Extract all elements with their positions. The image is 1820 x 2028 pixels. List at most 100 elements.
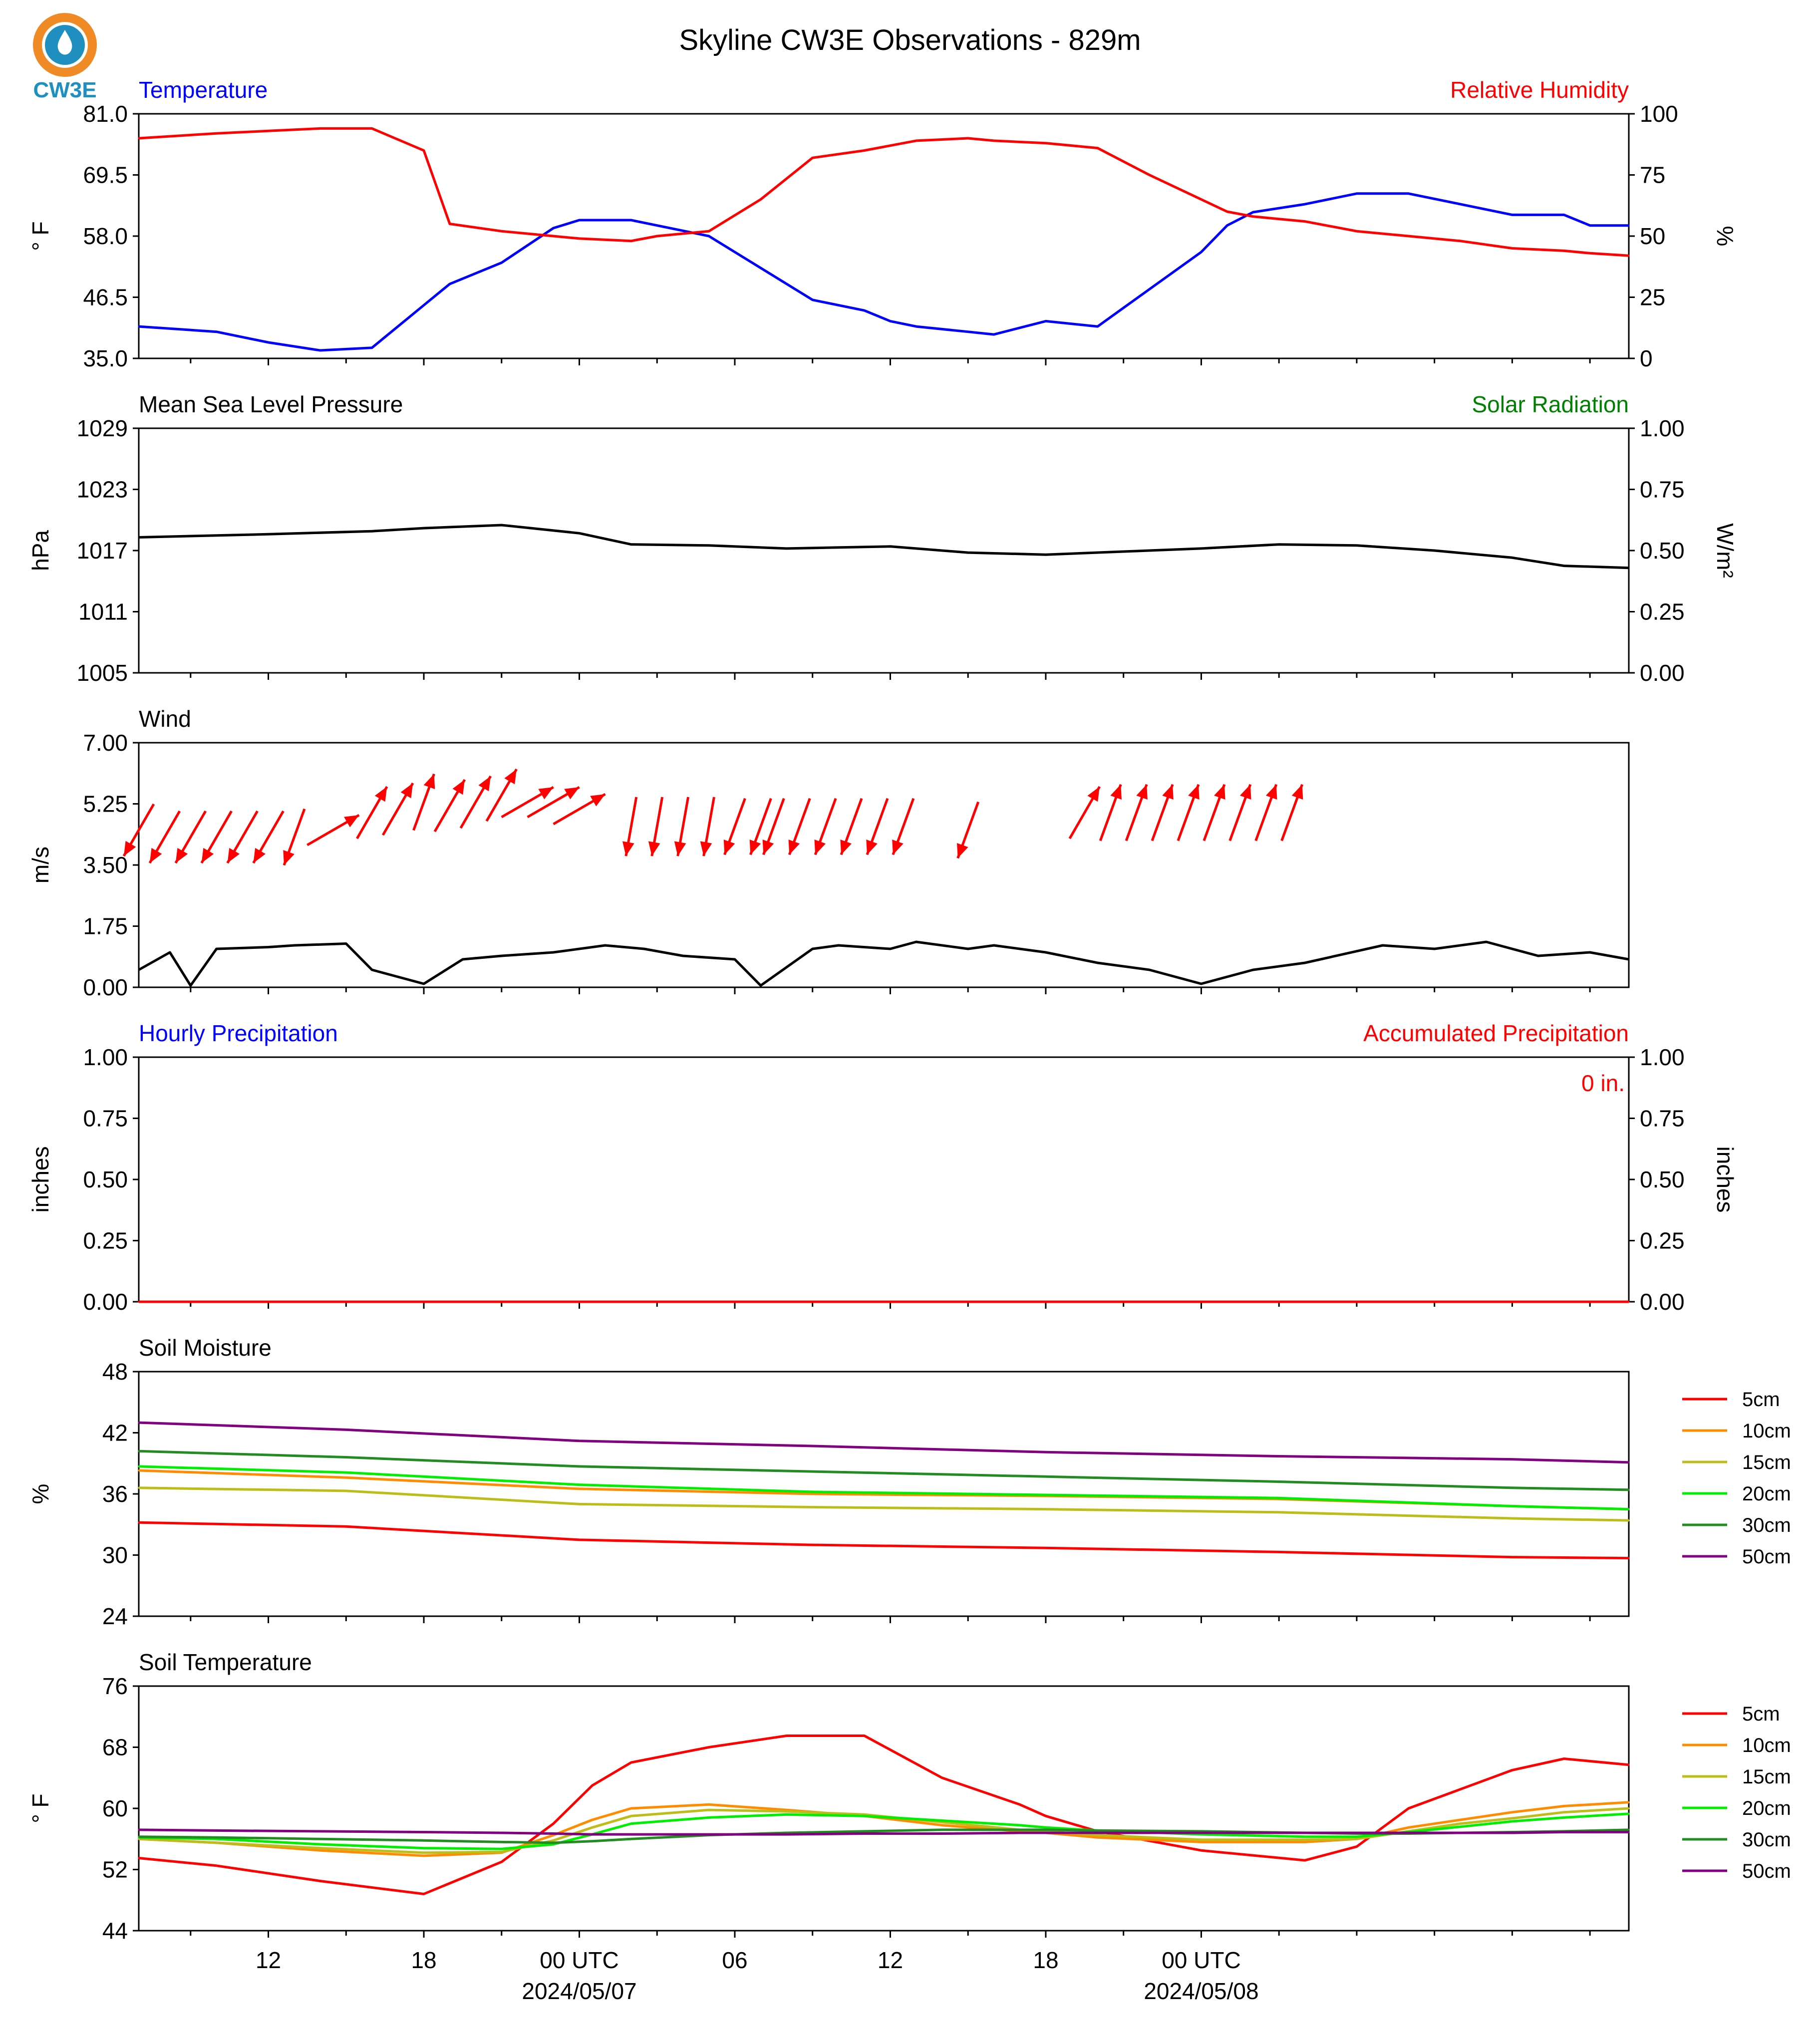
wind-arrow bbox=[622, 797, 638, 857]
data-point bbox=[889, 145, 891, 147]
data-point bbox=[1563, 1805, 1565, 1807]
wind-arrow-head bbox=[1214, 784, 1225, 800]
wind-arrow bbox=[866, 798, 889, 856]
data-point bbox=[682, 955, 684, 957]
wind-arrow-head bbox=[1265, 784, 1277, 800]
wind-arrow-head bbox=[1239, 784, 1251, 800]
legend-label: 50cm bbox=[1742, 1860, 1791, 1882]
y-axis-label: ° F bbox=[27, 221, 53, 251]
data-point bbox=[1045, 1494, 1047, 1496]
y-tick-label: 0.25 bbox=[83, 1228, 128, 1254]
data-point bbox=[371, 530, 373, 532]
data-point bbox=[1356, 230, 1358, 232]
data-point bbox=[967, 331, 969, 333]
data-point bbox=[967, 948, 969, 950]
data-point bbox=[812, 157, 814, 159]
wind-arrow-head bbox=[400, 783, 413, 799]
wind-arrow-head bbox=[590, 794, 606, 807]
data-point bbox=[268, 533, 270, 535]
data-point bbox=[423, 1855, 425, 1857]
data-point bbox=[169, 951, 171, 953]
data-point bbox=[1563, 1811, 1565, 1813]
wind-arrow-head bbox=[762, 839, 774, 855]
data-point bbox=[1460, 203, 1462, 205]
y-tick-label: 52 bbox=[102, 1857, 128, 1883]
data-point bbox=[553, 1842, 555, 1844]
data-point bbox=[604, 944, 606, 946]
data-point bbox=[1226, 225, 1228, 227]
wind-arrow bbox=[283, 808, 306, 866]
legend-label: 50cm bbox=[1742, 1546, 1791, 1568]
data-point bbox=[1628, 1508, 1630, 1510]
data-point bbox=[786, 1813, 788, 1815]
legend-label: 10cm bbox=[1742, 1735, 1791, 1756]
data-point bbox=[1149, 969, 1151, 971]
data-point bbox=[760, 267, 762, 269]
wind-arrow bbox=[1151, 784, 1174, 842]
wind-arrow bbox=[723, 798, 746, 856]
data-point bbox=[462, 958, 464, 960]
data-point bbox=[812, 1491, 814, 1493]
data-point bbox=[656, 235, 658, 237]
data-point bbox=[591, 1840, 593, 1842]
logo-ring bbox=[33, 13, 97, 77]
data-point bbox=[501, 1861, 503, 1863]
data-point bbox=[319, 1830, 321, 1832]
data-point bbox=[1511, 1458, 1513, 1460]
wind-arrow-head bbox=[374, 787, 387, 802]
data-point bbox=[1278, 1511, 1280, 1513]
data-point bbox=[268, 946, 270, 948]
data-point bbox=[138, 1469, 140, 1471]
data-point bbox=[1304, 962, 1306, 964]
data-point bbox=[630, 1761, 632, 1763]
wind-arrow-head bbox=[538, 787, 554, 800]
data-point bbox=[708, 1746, 710, 1748]
data-point bbox=[1589, 225, 1591, 227]
data-point bbox=[216, 948, 218, 950]
data-point bbox=[915, 325, 917, 327]
data-point bbox=[1019, 1832, 1021, 1834]
y-tick-label: 0.75 bbox=[83, 1106, 128, 1132]
chart-panel-3: 0.00 0.25 0.50 0.75 1.00 0.00 0.25 0.50 0.75 1.00… bbox=[27, 1020, 1738, 1315]
data-point bbox=[941, 1824, 943, 1826]
wind-arrow bbox=[433, 779, 466, 833]
y-axis-label: % bbox=[27, 1484, 53, 1504]
panel-title-right: Relative Humidity bbox=[1450, 77, 1629, 103]
wind-arrow-head bbox=[1188, 784, 1200, 800]
wind-arrow-head bbox=[749, 839, 761, 855]
data-point bbox=[889, 546, 891, 548]
data-point bbox=[1511, 557, 1513, 559]
data-point bbox=[553, 1839, 555, 1841]
data-point bbox=[449, 283, 451, 285]
wind-arrow-head bbox=[674, 841, 686, 857]
data-point bbox=[864, 1815, 866, 1817]
data-point bbox=[138, 325, 140, 327]
data-point bbox=[579, 1503, 581, 1505]
wind-arrow-head bbox=[648, 841, 660, 857]
wind-arrow-head bbox=[344, 815, 359, 828]
data-point bbox=[1460, 1823, 1462, 1825]
y-tick-label: 1023 bbox=[77, 477, 128, 503]
figure-title: Skyline CW3E Observations - 829m bbox=[679, 24, 1141, 56]
logo-text: CW3E bbox=[33, 78, 96, 102]
data-point bbox=[1434, 948, 1436, 950]
wind-arrow bbox=[1125, 784, 1148, 842]
data-point bbox=[941, 1829, 943, 1831]
wind-arrow-head bbox=[423, 774, 435, 790]
data-point bbox=[1149, 174, 1151, 176]
wind-arrow-head bbox=[788, 839, 800, 855]
data-point bbox=[345, 1476, 347, 1478]
wind-arrow-head bbox=[1291, 784, 1303, 800]
data-point bbox=[423, 304, 425, 306]
data-point bbox=[1045, 1547, 1047, 1549]
y-right-tick-label: 75 bbox=[1640, 162, 1665, 188]
data-point bbox=[501, 1832, 503, 1834]
data-point bbox=[786, 548, 788, 550]
wind-arrow-head bbox=[124, 841, 136, 856]
data-point bbox=[138, 1857, 140, 1859]
legend-label: 5cm bbox=[1742, 1389, 1780, 1411]
legend-label: 10cm bbox=[1742, 1420, 1791, 1442]
y-tick-label: 46.5 bbox=[83, 285, 128, 310]
chart-panel-1: 1005 1011 1017 1023 1029 0.00 0.25 0.50 0.75 1.00… bbox=[27, 391, 1738, 686]
